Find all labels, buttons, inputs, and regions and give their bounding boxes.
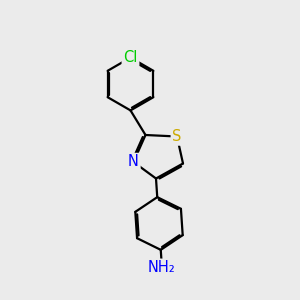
Text: NH₂: NH₂ bbox=[148, 260, 176, 275]
Text: S: S bbox=[172, 129, 182, 144]
Text: Cl: Cl bbox=[123, 50, 138, 65]
Text: N: N bbox=[128, 154, 139, 169]
